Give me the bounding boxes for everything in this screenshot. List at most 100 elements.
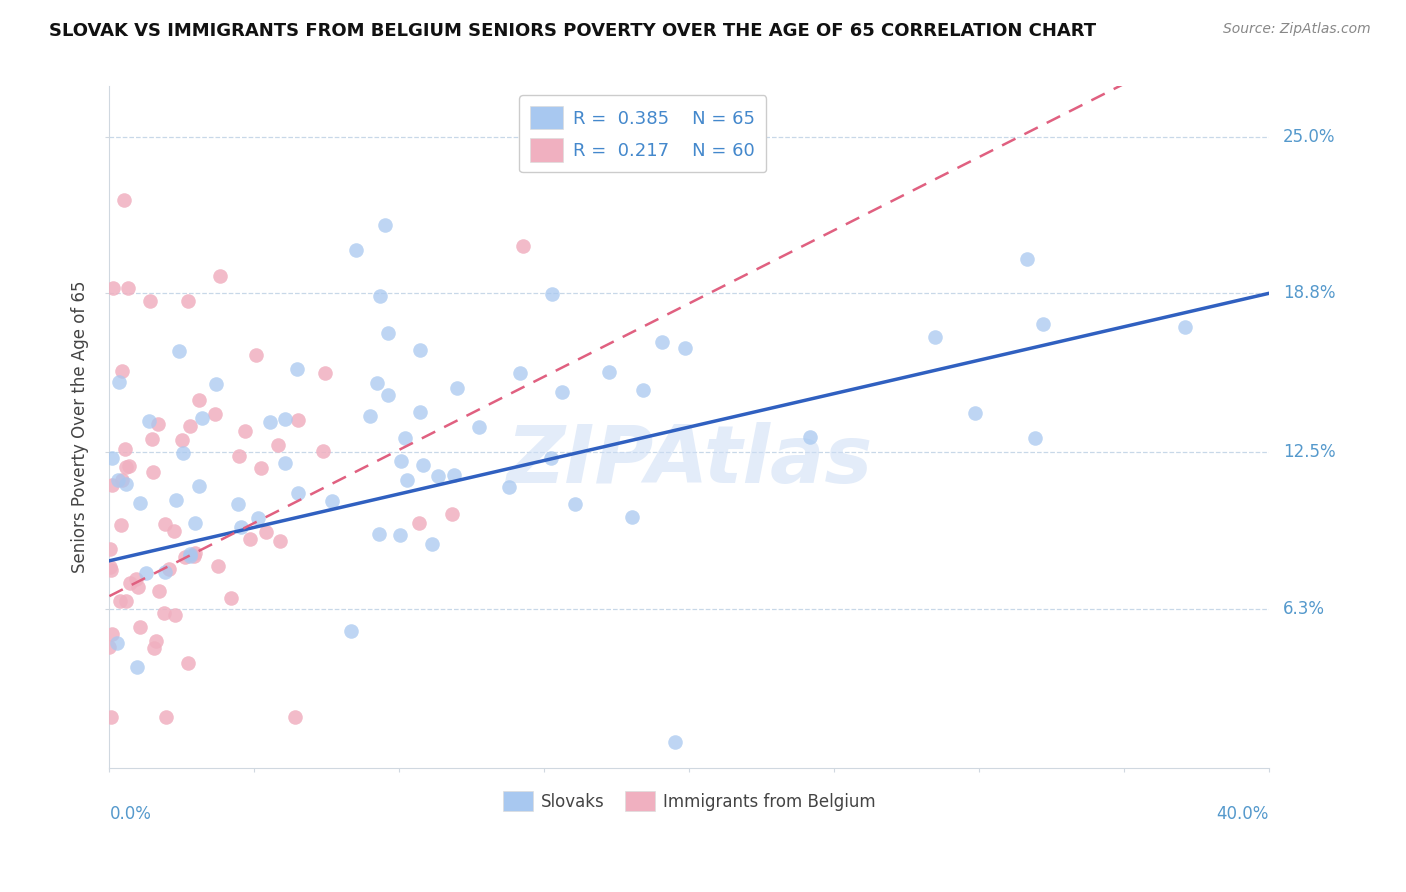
Point: [446, 380, 468, 394]
Point: [101, 281, 124, 295]
Point: [155, 710, 177, 724]
Legend: Slovaks, Immigrants from Belgium: Slovaks, Immigrants from Belgium: [496, 785, 883, 817]
Point: [359, 409, 381, 423]
Point: [208, 268, 231, 283]
Point: [101, 478, 124, 492]
Point: [152, 607, 174, 621]
Point: [110, 518, 132, 533]
Point: [394, 431, 416, 445]
Point: [142, 465, 165, 479]
Text: 18.8%: 18.8%: [1284, 285, 1336, 302]
Point: [148, 584, 170, 599]
Point: [190, 410, 212, 425]
Point: [512, 239, 534, 253]
Point: [111, 364, 134, 378]
Point: [128, 495, 150, 509]
Point: [98, 541, 121, 556]
Point: [344, 244, 367, 258]
Point: [408, 516, 430, 531]
Text: 40.0%: 40.0%: [1216, 805, 1270, 823]
Point: [412, 458, 434, 473]
Point: [274, 411, 297, 425]
Point: [108, 594, 131, 608]
Point: [135, 566, 157, 580]
Point: [395, 473, 418, 487]
Point: [228, 450, 250, 464]
Point: [664, 735, 686, 749]
Point: [127, 580, 149, 594]
Point: [368, 289, 391, 303]
Point: [440, 507, 463, 521]
Point: [799, 430, 821, 444]
Point: [111, 474, 134, 488]
Point: [314, 366, 336, 380]
Point: [163, 524, 186, 538]
Point: [1032, 318, 1054, 332]
Point: [127, 659, 149, 673]
Point: [100, 563, 122, 577]
Point: [420, 537, 443, 551]
Text: 6.3%: 6.3%: [1284, 599, 1324, 618]
Point: [138, 414, 160, 428]
Point: [673, 341, 696, 355]
Point: [98, 640, 121, 654]
Point: [651, 335, 673, 350]
Point: [1024, 430, 1046, 444]
Point: [105, 636, 128, 650]
Point: [143, 641, 166, 656]
Point: [124, 572, 146, 586]
Point: [598, 365, 620, 379]
Point: [427, 468, 450, 483]
Point: [204, 407, 226, 421]
Text: ZIPAtlas: ZIPAtlas: [506, 422, 872, 500]
Point: [498, 480, 520, 494]
Point: [179, 547, 201, 561]
Y-axis label: Seniors Poverty Over the Age of 65: Seniors Poverty Over the Age of 65: [72, 281, 89, 574]
Point: [221, 591, 243, 605]
Point: [259, 416, 281, 430]
Point: [114, 442, 136, 457]
Point: [1174, 319, 1197, 334]
Point: [183, 549, 205, 563]
Point: [117, 280, 139, 294]
Text: Source: ZipAtlas.com: Source: ZipAtlas.com: [1223, 22, 1371, 37]
Point: [509, 366, 531, 380]
Point: [408, 343, 430, 357]
Point: [107, 375, 129, 389]
Point: [409, 404, 432, 418]
Point: [141, 432, 163, 446]
Point: [98, 560, 121, 574]
Point: [621, 510, 644, 524]
Point: [287, 486, 309, 500]
Point: [274, 456, 297, 470]
Point: [321, 494, 343, 508]
Point: [145, 634, 167, 648]
Point: [100, 710, 122, 724]
Point: [163, 608, 186, 623]
Point: [631, 383, 654, 397]
Point: [541, 286, 564, 301]
Point: [340, 624, 363, 639]
Point: [207, 559, 229, 574]
Point: [374, 218, 396, 232]
Point: [226, 497, 249, 511]
Point: [367, 527, 389, 541]
Point: [107, 473, 129, 487]
Point: [540, 451, 562, 466]
Point: [165, 492, 187, 507]
Point: [112, 193, 135, 207]
Point: [177, 294, 200, 309]
Point: [254, 524, 277, 539]
Point: [287, 413, 309, 427]
Point: [118, 458, 141, 473]
Point: [467, 419, 489, 434]
Point: [153, 517, 176, 532]
Text: 12.5%: 12.5%: [1284, 443, 1336, 461]
Point: [101, 627, 124, 641]
Point: [204, 377, 226, 392]
Point: [550, 384, 572, 399]
Point: [177, 656, 200, 670]
Point: [172, 446, 194, 460]
Point: [366, 376, 388, 390]
Point: [564, 498, 586, 512]
